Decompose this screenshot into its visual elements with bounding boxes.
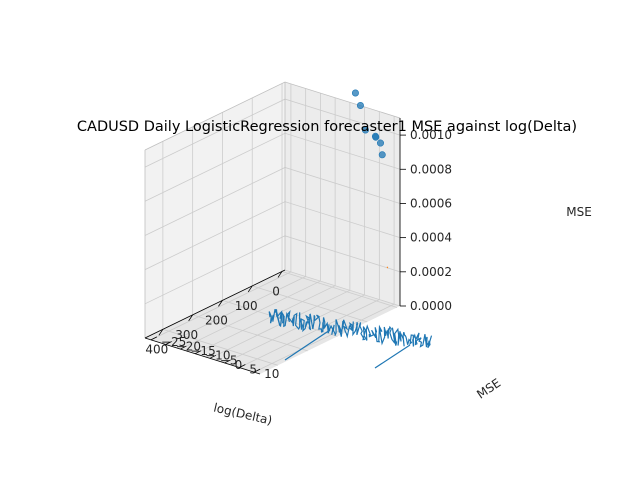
y-tick	[224, 359, 231, 364]
mse-floor-stroke	[284, 329, 331, 361]
x-tick	[158, 329, 164, 336]
z-tick-label: 0.0004	[410, 231, 452, 245]
z-tick-label: 0.0008	[410, 162, 452, 176]
y-tick	[150, 336, 158, 341]
x-grid-line	[252, 285, 368, 323]
y-grid-line	[194, 285, 336, 355]
y-grid-line	[165, 276, 306, 345]
data-point	[356, 102, 364, 110]
x-grid-line	[162, 328, 278, 366]
x-tick-label: 100	[235, 299, 258, 313]
x-tick	[277, 271, 283, 278]
data-point	[376, 139, 384, 147]
z-tick-label: 0.0010	[410, 128, 452, 142]
x-tick	[188, 314, 193, 322]
z-tick-label: 0.0000	[410, 299, 452, 313]
y-axis-line	[144, 337, 261, 375]
y-grid-line	[180, 280, 321, 350]
x-tick-label: 0	[272, 284, 280, 298]
z-tick-label: 0.0006	[410, 196, 452, 210]
y-grid-line	[150, 271, 292, 341]
y-tick	[180, 345, 187, 350]
data-point	[378, 151, 386, 159]
z-tick-label: 0.0002	[410, 265, 452, 279]
x-tick-label: 300	[175, 328, 198, 342]
z-axis-title: MSE	[566, 205, 592, 219]
axis-panes	[145, 82, 400, 374]
x-tick-label: 400	[145, 342, 168, 356]
back-pane	[285, 82, 400, 306]
mse-floor-line	[268, 308, 433, 349]
chart-marks	[268, 89, 433, 369]
y-tick	[253, 368, 261, 373]
y-tick-label: −15	[190, 344, 215, 358]
data-point	[351, 89, 359, 97]
x-axis-line	[144, 269, 286, 339]
y-tick-label: 10	[264, 367, 279, 381]
x-grid-line	[192, 314, 308, 352]
y-tick	[209, 354, 217, 359]
chart-title: CADUSD Daily LogisticRegression forecast…	[77, 119, 577, 135]
y-axis-title: MSE	[474, 376, 503, 402]
floor-pane	[145, 270, 400, 374]
y-grid-line	[253, 303, 395, 373]
y-tick-label: 0	[235, 358, 243, 372]
left-pane	[145, 82, 285, 338]
y-tick-label: −25	[161, 335, 186, 349]
x-tick-label: 200	[205, 313, 228, 327]
y-tick	[239, 364, 246, 368]
y-tick	[194, 350, 202, 355]
y-tick	[165, 341, 172, 345]
x-grid-line	[281, 271, 398, 308]
data-point	[361, 126, 369, 134]
x-tick	[247, 285, 253, 293]
y-grid-line	[224, 294, 365, 364]
y-tick-label: −5	[220, 353, 238, 367]
y-grid-line	[239, 299, 380, 368]
data-point	[371, 132, 379, 140]
x-tick	[218, 300, 223, 307]
y-tick-label: −10	[205, 349, 230, 363]
mse-floor-stroke	[374, 344, 411, 369]
x-axis-title: log(Delta)	[212, 401, 273, 428]
y-tick-label: 5	[249, 363, 257, 377]
y-tick-label: −20	[176, 339, 201, 353]
